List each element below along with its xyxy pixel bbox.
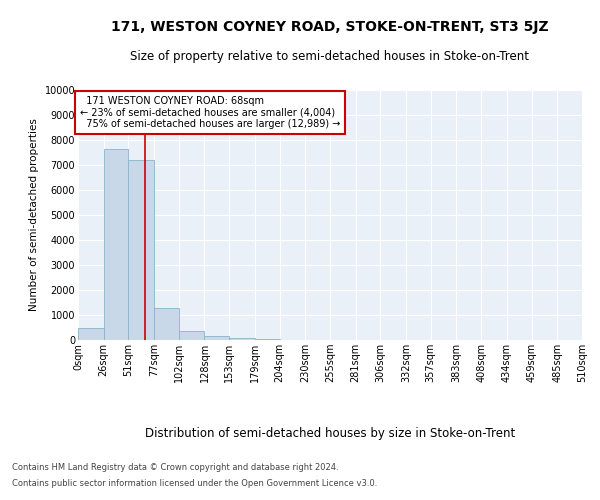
Bar [205, 336, 229, 340]
Bar [154, 308, 179, 340]
Bar [128, 160, 154, 340]
Text: Distribution of semi-detached houses by size in Stoke-on-Trent: Distribution of semi-detached houses by … [145, 428, 515, 440]
Bar [104, 149, 128, 340]
Text: Size of property relative to semi-detached houses in Stoke-on-Trent: Size of property relative to semi-detach… [131, 50, 530, 63]
Text: 171, WESTON COYNEY ROAD, STOKE-ON-TRENT, ST3 5JZ: 171, WESTON COYNEY ROAD, STOKE-ON-TRENT,… [111, 20, 549, 34]
Y-axis label: Number of semi-detached properties: Number of semi-detached properties [29, 118, 39, 312]
Text: Contains HM Land Registry data © Crown copyright and database right 2024.: Contains HM Land Registry data © Crown c… [12, 462, 338, 471]
Text: 171 WESTON COYNEY ROAD: 68sqm
← 23% of semi-detached houses are smaller (4,004)
: 171 WESTON COYNEY ROAD: 68sqm ← 23% of s… [80, 96, 340, 130]
Bar [78, 328, 104, 340]
Bar [229, 338, 255, 340]
Text: Contains public sector information licensed under the Open Government Licence v3: Contains public sector information licen… [12, 479, 377, 488]
Bar [179, 331, 205, 340]
Bar [255, 338, 280, 340]
